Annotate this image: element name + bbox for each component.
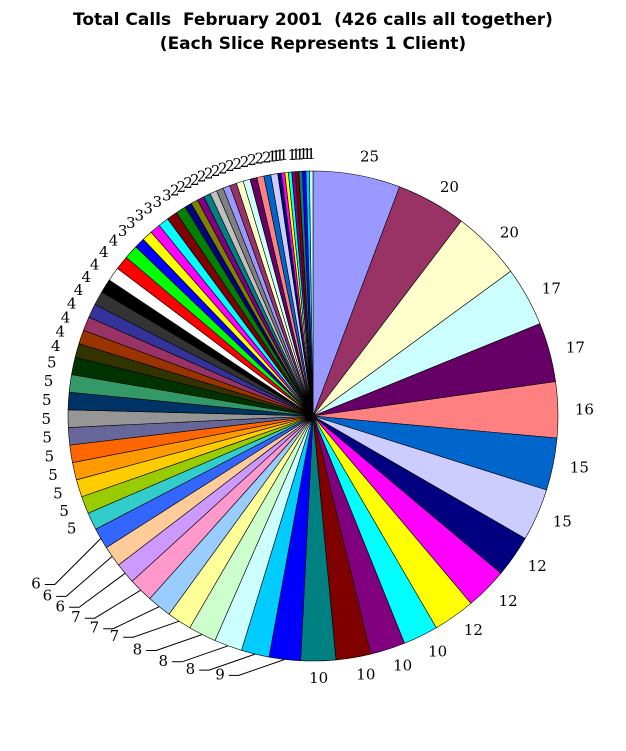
pie-slice-label-38: 4 bbox=[61, 308, 71, 326]
pie-slice-label-30: 5 bbox=[45, 448, 55, 466]
pie-slice-label-26: 5 bbox=[67, 520, 77, 538]
chart-title-block: Total Calls February 2001 (426 calls all… bbox=[0, 8, 626, 56]
chart-subtitle: (Each Slice Represents 1 Client) bbox=[159, 34, 467, 54]
pie-slice-label-20: 7 bbox=[110, 627, 120, 645]
pie-slice-label-25: 6 bbox=[31, 575, 41, 593]
pie-slice-label-33: 5 bbox=[42, 391, 52, 409]
pie-slice-label-49: 3 bbox=[153, 193, 163, 211]
pie-slice-label-4: 17 bbox=[542, 279, 561, 297]
pie-slice-label-62: 2 bbox=[247, 151, 257, 169]
pie-slice-label-17: 8 bbox=[186, 660, 196, 678]
pie-slice-label-29: 5 bbox=[48, 466, 58, 484]
pie-slice-label-8: 15 bbox=[553, 513, 572, 531]
pie-slice-label-66: 1 bbox=[271, 147, 281, 165]
pie-slice-label-16: 9 bbox=[215, 665, 225, 683]
pie-slice-label-65: 1 bbox=[268, 148, 278, 166]
pie-slice-label-34: 5 bbox=[44, 372, 54, 390]
pie-slice-label-52: 2 bbox=[177, 178, 187, 196]
leader-line-24 bbox=[56, 556, 113, 597]
pie-slice-label-3: 20 bbox=[500, 223, 519, 241]
leader-line-20 bbox=[123, 620, 180, 638]
pie-slice-label-5: 17 bbox=[566, 339, 585, 357]
pie-slice-label-58: 2 bbox=[218, 159, 228, 177]
pie-slice-label-72: 1 bbox=[299, 145, 309, 163]
leader-line-16 bbox=[228, 658, 285, 676]
pie-slice-label-39: 4 bbox=[67, 294, 77, 312]
pie-slice-label-56: 2 bbox=[204, 165, 214, 183]
pie-slice-label-71: 1 bbox=[295, 145, 305, 163]
pie-slice-label-48: 3 bbox=[143, 200, 153, 218]
pie-slice-label-43: 4 bbox=[99, 243, 109, 261]
pie-slice-label-54: 2 bbox=[190, 171, 200, 189]
pie-slice-label-69: 1 bbox=[287, 146, 297, 164]
pie-slice-label-40: 4 bbox=[74, 281, 84, 299]
pie-slice-label-63: 2 bbox=[255, 150, 265, 168]
pie-labels: 2520201717161515121212101010109888777666… bbox=[31, 145, 594, 687]
pie-slice-label-28: 5 bbox=[53, 484, 63, 502]
pie-slice-label-10: 12 bbox=[499, 592, 518, 610]
pie-slice-label-70: 1 bbox=[291, 146, 301, 164]
pie-slice-label-55: 2 bbox=[197, 168, 207, 186]
pie-slice-label-68: 1 bbox=[279, 146, 289, 164]
pie-slice-label-14: 10 bbox=[356, 665, 375, 683]
pie-slice-74 bbox=[309, 170, 314, 417]
leader-line-25 bbox=[44, 538, 102, 585]
pie-slice-label-59: 2 bbox=[225, 157, 235, 175]
pie-slice-label-27: 5 bbox=[59, 502, 69, 520]
pie-slice-label-11: 12 bbox=[464, 621, 483, 639]
pie-slice-label-6: 16 bbox=[575, 400, 594, 418]
pie-slice-label-41: 4 bbox=[81, 268, 91, 286]
pie-slice-label-67: 1 bbox=[275, 147, 285, 165]
pie-slice-label-19: 8 bbox=[133, 641, 143, 659]
pie-slice-label-9: 12 bbox=[528, 557, 547, 575]
pie-slice-label-2: 20 bbox=[440, 178, 459, 196]
pie-slice-label-32: 5 bbox=[41, 410, 51, 428]
pie-slice-label-42: 4 bbox=[90, 255, 100, 273]
pie-slice-label-22: 7 bbox=[71, 608, 81, 626]
pie-slice-label-18: 8 bbox=[159, 652, 169, 670]
leader-line-18 bbox=[172, 645, 229, 663]
pie-slice-label-73: 1 bbox=[303, 145, 313, 163]
pie-slice-label-74: 1 bbox=[306, 145, 316, 163]
pie-slice-label-36: 4 bbox=[51, 337, 61, 355]
pie-slice-label-47: 3 bbox=[135, 207, 145, 225]
leader-line-23 bbox=[69, 572, 126, 608]
pie-slice-label-37: 4 bbox=[55, 322, 65, 340]
pie-slice-label-12: 10 bbox=[428, 642, 447, 660]
pie-slice-label-23: 6 bbox=[56, 597, 66, 615]
pie-slice-label-35: 5 bbox=[47, 354, 57, 372]
pie-slice-label-1: 25 bbox=[360, 147, 379, 165]
pie-slice-label-15: 10 bbox=[309, 669, 328, 687]
pie-slice-label-24: 6 bbox=[43, 586, 53, 604]
pie-slice-label-53: 2 bbox=[183, 174, 193, 192]
pie-slice-label-13: 10 bbox=[393, 657, 412, 675]
leader-line-21 bbox=[103, 606, 160, 630]
pie-slice-label-64: 2 bbox=[262, 148, 272, 166]
leader-line-19 bbox=[146, 634, 203, 651]
pie-slice-label-31: 5 bbox=[42, 429, 52, 447]
pie-slice-label-21: 7 bbox=[90, 619, 100, 637]
chart-title: Total Calls February 2001 (426 calls all… bbox=[73, 10, 553, 30]
pie-slice-label-50: 3 bbox=[162, 187, 172, 205]
pie-slice-label-57: 2 bbox=[211, 162, 221, 180]
pie-slices bbox=[67, 170, 559, 662]
pie-slice-label-44: 4 bbox=[109, 232, 119, 250]
pie-slice-label-46: 3 bbox=[126, 214, 136, 232]
pie-slice-label-45: 3 bbox=[118, 222, 128, 240]
pie-slice-label-51: 2 bbox=[170, 182, 180, 200]
pie-slice-label-61: 2 bbox=[240, 153, 250, 171]
leader-line-22 bbox=[84, 589, 141, 619]
leader-line-17 bbox=[199, 653, 256, 671]
pie-slice-label-7: 15 bbox=[570, 459, 589, 477]
pie-slice-label-60: 2 bbox=[232, 155, 242, 173]
